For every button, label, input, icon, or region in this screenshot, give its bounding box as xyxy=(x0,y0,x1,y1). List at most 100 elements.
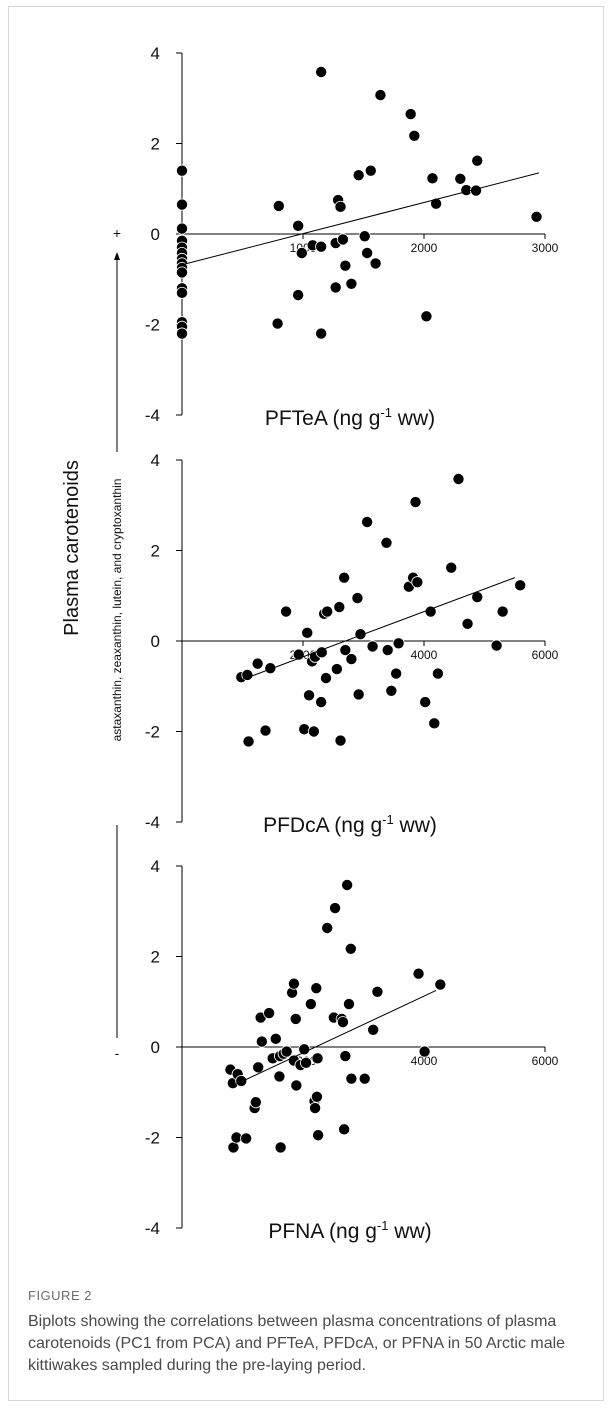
x-tick-label-pfna: 6000 xyxy=(532,1054,559,1068)
y-tick-label-pfna: -2 xyxy=(145,1129,160,1148)
shared-y-axis-label: Plasma carotenoids xyxy=(61,460,83,636)
x-tick-label-pfna: 4000 xyxy=(411,1054,438,1068)
figure-label: FIGURE 2 xyxy=(28,1288,92,1303)
y-tick-label-pftea: 2 xyxy=(151,135,160,154)
data-point-pftea xyxy=(175,164,188,177)
data-point-pftea xyxy=(339,259,352,272)
data-point-pfdca xyxy=(339,644,352,657)
data-point-pfdca xyxy=(428,717,441,730)
data-point-pftea xyxy=(430,197,443,210)
data-point-pfdca xyxy=(411,576,424,589)
data-point-pftea xyxy=(292,219,305,232)
y-tick-label-pftea: 0 xyxy=(151,225,160,244)
data-point-pftea xyxy=(374,89,387,102)
data-point-pfna xyxy=(345,1072,358,1085)
data-point-pfdca xyxy=(334,734,347,747)
data-point-pftea xyxy=(426,172,439,185)
data-point-pftea xyxy=(420,310,433,323)
data-point-pfna xyxy=(321,921,334,934)
data-point-pftea xyxy=(334,200,347,213)
x-tick-label-pfdca: 4000 xyxy=(411,648,438,662)
data-point-pfdca xyxy=(390,667,403,680)
data-point-pftea xyxy=(471,154,484,167)
y-tick-label-pfdca: 0 xyxy=(151,632,160,651)
data-point-pfdca xyxy=(280,605,293,618)
trend-line-pfna xyxy=(233,989,437,1086)
data-point-pfdca xyxy=(351,592,364,605)
data-point-pftea xyxy=(295,247,308,260)
data-point-pfna xyxy=(290,1079,303,1092)
data-point-pfdca xyxy=(338,571,351,584)
data-point-pftea xyxy=(361,247,374,260)
trend-line-pfdca xyxy=(242,577,515,680)
data-point-pfdca xyxy=(303,689,316,702)
y-tick-label-pfna: 4 xyxy=(151,857,160,876)
data-point-pftea xyxy=(369,257,382,270)
x-tick-label-pfdca: 6000 xyxy=(532,648,559,662)
shared-y-axis-sublabel: astaxanthin, zeaxanthin, lutein, and cry… xyxy=(110,479,124,742)
data-point-pfna xyxy=(434,978,447,991)
data-point-pfna xyxy=(344,942,357,955)
data-point-pfdca xyxy=(385,684,398,697)
y-direction-plus: + xyxy=(113,225,121,241)
data-point-pfna xyxy=(280,1045,293,1058)
data-point-pfna xyxy=(310,1090,323,1103)
data-point-pftea xyxy=(530,210,543,223)
data-point-pfna xyxy=(371,985,384,998)
data-point-pfna xyxy=(269,1032,282,1045)
x-axis-label-pfna: PFNA (ng g-1 ww) xyxy=(268,1218,431,1243)
data-point-pfdca xyxy=(445,561,458,574)
figure-caption: FIGURE 2 Biplots showing the correlation… xyxy=(28,1288,588,1377)
data-point-pfna xyxy=(367,1023,380,1036)
data-point-pftea xyxy=(329,281,342,294)
data-point-pftea xyxy=(364,164,377,177)
data-point-pfdca xyxy=(315,696,328,709)
data-point-pftea xyxy=(175,198,188,211)
data-point-pfdca xyxy=(419,696,432,709)
data-point-pfna xyxy=(252,1061,265,1074)
y-tick-label-pfdca: 4 xyxy=(151,451,160,470)
data-point-pftea xyxy=(408,129,421,142)
y-direction-minus: - xyxy=(115,1045,120,1061)
data-point-pfna xyxy=(338,1123,351,1136)
data-point-pfna xyxy=(235,1074,248,1087)
x-axis-label-pftea: PFTeA (ng g-1 ww) xyxy=(265,405,435,430)
data-point-pfdca xyxy=(354,628,367,641)
data-point-pfdca xyxy=(392,637,405,650)
x-tick-label-pftea: 2000 xyxy=(411,241,438,255)
scatter-panel-pfdca: 420-2-4200040006000PFDcA (ng g-1 ww) xyxy=(145,451,559,837)
data-point-pfna xyxy=(329,902,342,915)
data-point-pfdca xyxy=(452,473,465,486)
data-point-pftea xyxy=(175,327,188,340)
data-point-pfna xyxy=(418,1045,431,1058)
y-tick-label-pftea: 4 xyxy=(151,44,160,63)
data-point-pfna xyxy=(342,998,355,1011)
y-tick-label-pfna: 0 xyxy=(151,1038,160,1057)
data-point-pftea xyxy=(315,240,328,253)
data-point-pfna xyxy=(289,1012,302,1025)
data-point-pfdca xyxy=(361,515,374,528)
data-point-pftea xyxy=(292,289,305,302)
data-point-pftea xyxy=(175,286,188,299)
y-tick-label-pfna: -4 xyxy=(145,1219,160,1238)
data-point-pfna xyxy=(358,1072,371,1085)
data-point-pfdca xyxy=(251,657,264,670)
data-point-pfna xyxy=(412,967,425,980)
x-tick-label-pftea: 3000 xyxy=(532,241,559,255)
scatter-panel-pfna: 420-2-4200040006000PFNA (ng g-1 ww) xyxy=(145,857,559,1243)
data-point-pfdca xyxy=(307,725,320,738)
data-point-pfdca xyxy=(333,601,346,614)
data-point-pfna xyxy=(255,1035,268,1048)
data-point-pftea xyxy=(336,233,349,246)
data-point-pftea xyxy=(404,108,417,121)
data-point-pftea xyxy=(454,172,467,185)
data-point-pfdca xyxy=(496,605,509,618)
y-tick-label-pftea: -4 xyxy=(145,406,160,425)
data-point-pfna xyxy=(310,982,323,995)
data-point-pfna xyxy=(263,1007,276,1020)
data-point-pfdca xyxy=(319,672,332,685)
data-point-pfdca xyxy=(381,644,394,657)
y-tick-label-pfdca: 2 xyxy=(151,542,160,561)
scatter-panel-pftea: 420-2-4100020003000PFTeA (ng g-1 ww) xyxy=(145,44,559,430)
data-point-pfdca xyxy=(490,639,503,652)
